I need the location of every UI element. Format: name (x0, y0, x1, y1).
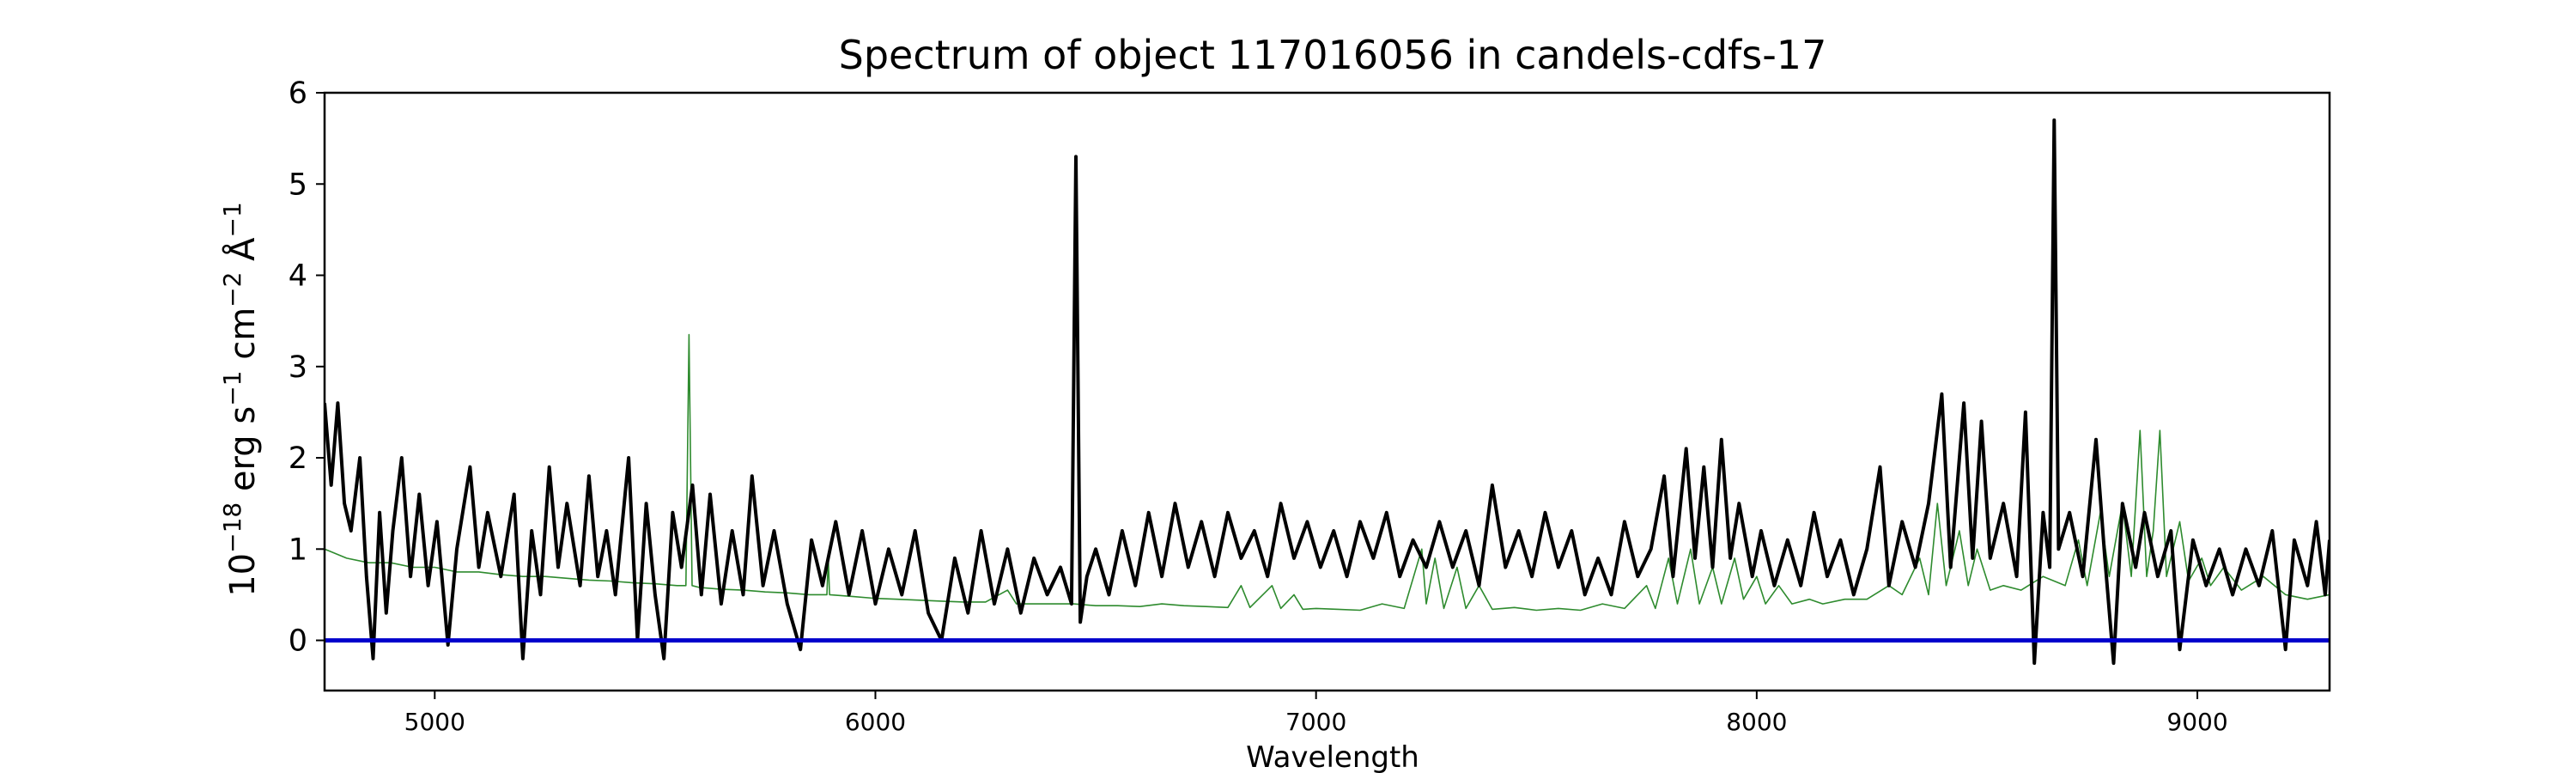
x-tick-label: 9000 (2166, 708, 2227, 736)
y-label-exponent: −2 (218, 272, 246, 307)
y-label-exponent: −18 (218, 502, 246, 553)
y-label-segment: cm (223, 307, 263, 371)
model-series-line (325, 333, 2330, 612)
y-tick-label: 1 (289, 533, 307, 567)
x-tick-label: 8000 (1726, 708, 1787, 736)
y-axis-label: 10−18 erg s−1 cm−2 Å−1 (218, 202, 263, 597)
y-tick-label: 5 (289, 167, 307, 202)
y-tick-label: 0 (289, 624, 307, 659)
x-axis-label: Wavelength (1246, 740, 1419, 773)
y-tick-label: 4 (289, 259, 307, 294)
flux-series-line (325, 118, 2330, 666)
axis-ticks: 0 1 2 3 4 5 6 5000 6000 7000 8000 9000 (289, 76, 2228, 736)
y-tick-label: 6 (289, 76, 307, 111)
y-tick-label: 2 (289, 441, 307, 476)
y-label-exponent: −1 (218, 371, 246, 406)
y-label-segment: 10 (223, 553, 263, 597)
y-tick-label: 3 (289, 350, 307, 385)
y-label-exponent: −1 (218, 202, 246, 237)
y-label-segment: erg s (223, 406, 263, 502)
plot-frame (323, 91, 2331, 692)
x-tick-label: 7000 (1285, 708, 1346, 736)
x-tick-label: 5000 (404, 708, 465, 736)
chart-title: Spectrum of object 117016056 in candels-… (839, 32, 1827, 78)
y-label-segment: Å (222, 237, 263, 272)
x-tick-label: 6000 (845, 708, 906, 736)
